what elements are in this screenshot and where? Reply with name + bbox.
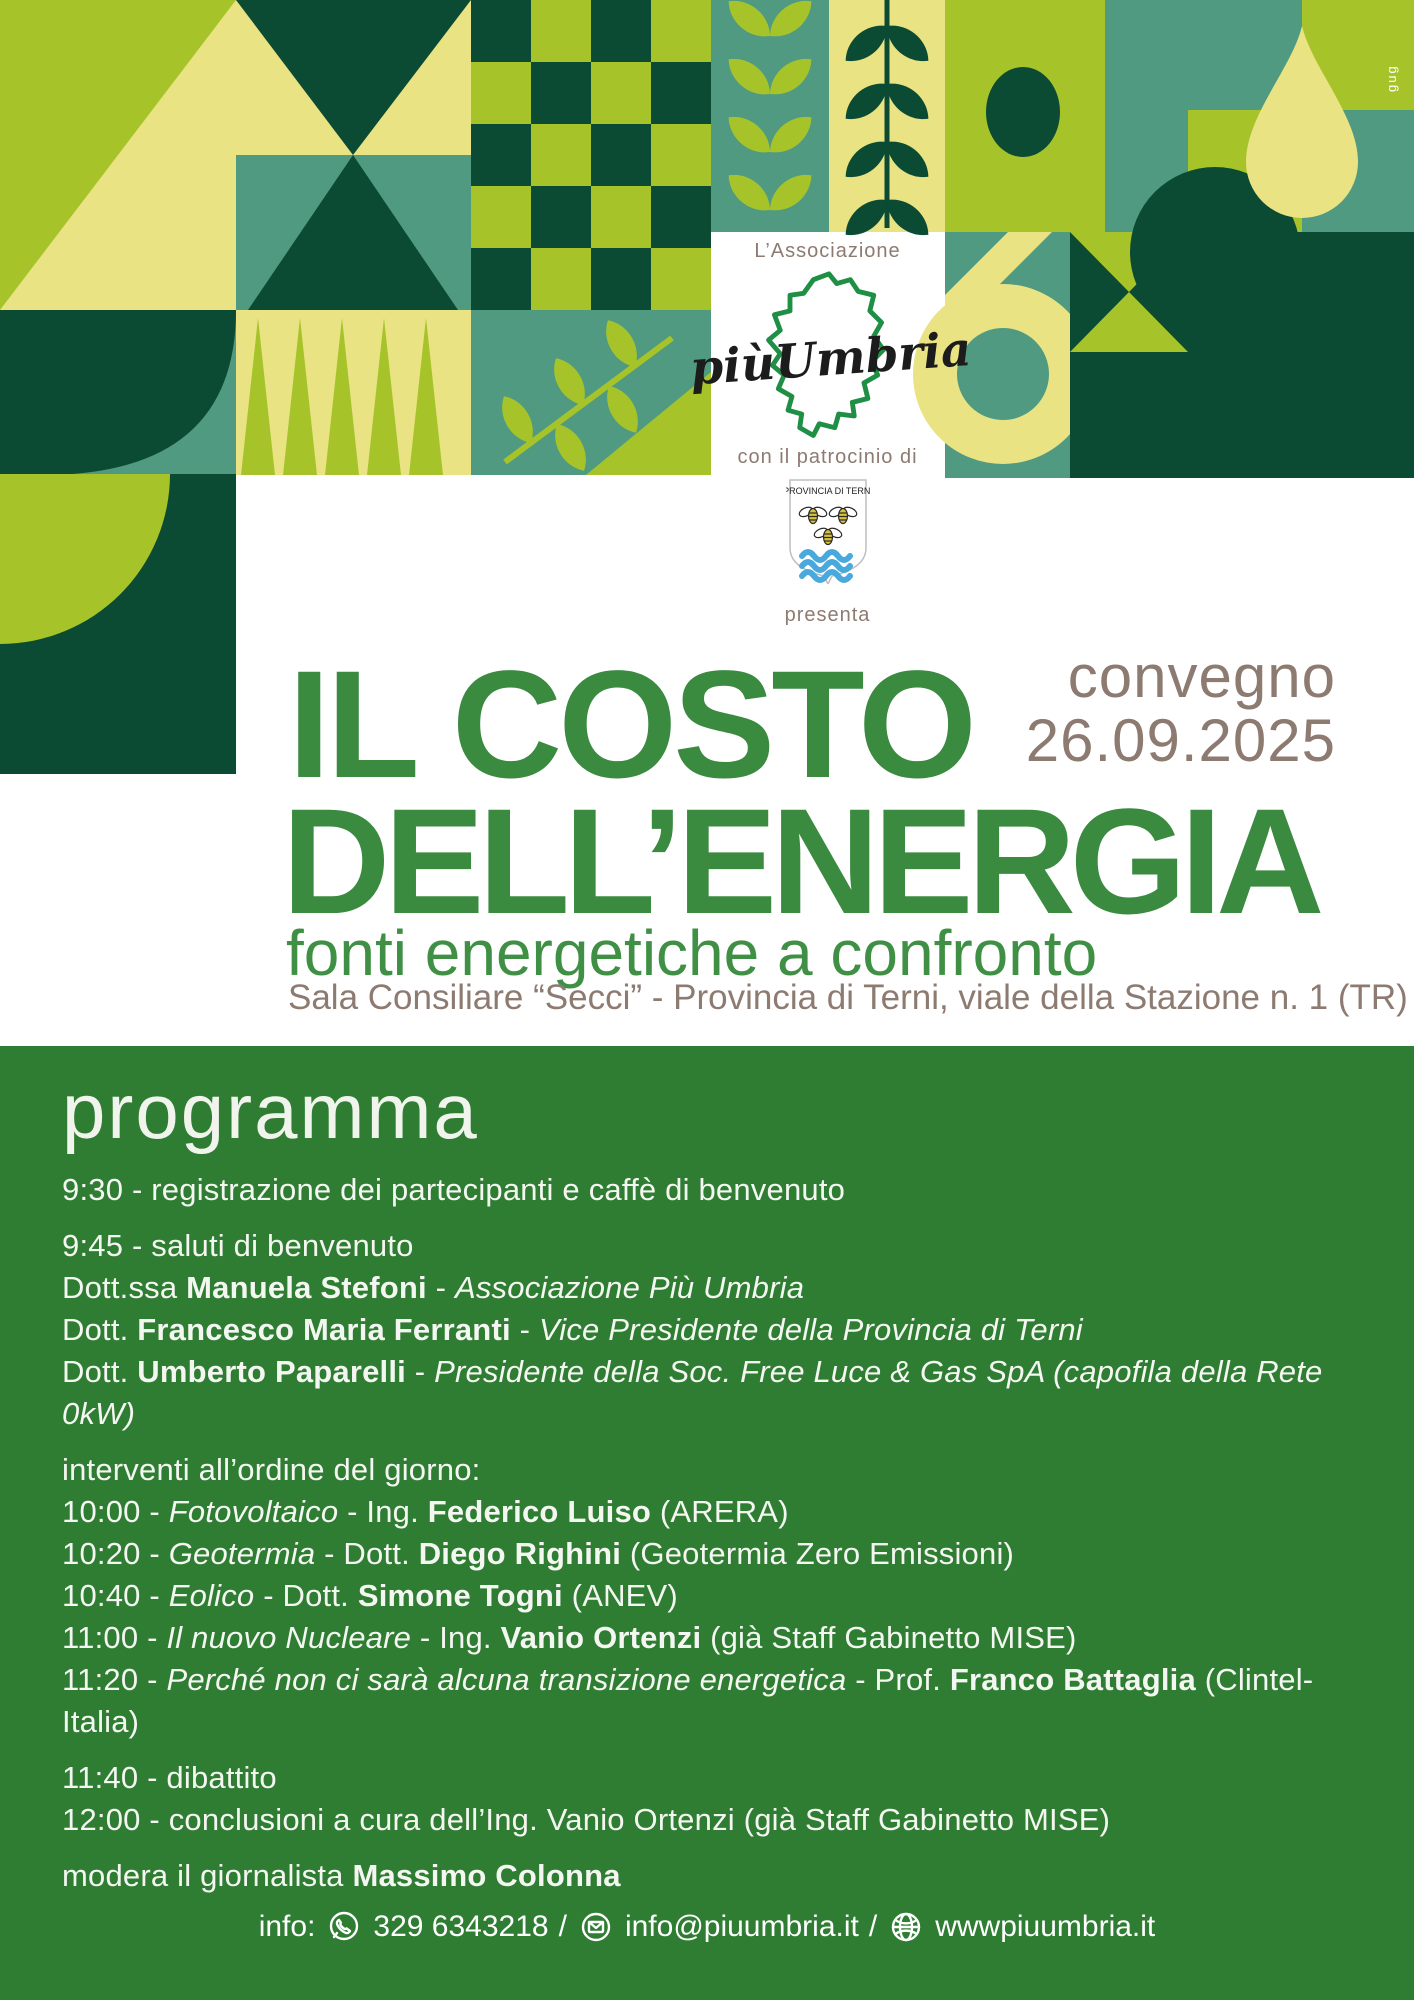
program-text-run: - Prof. [846, 1662, 950, 1698]
bee-icon [828, 506, 858, 525]
program-group: 11:40 - dibattito 12:00 - conclusioni a c… [62, 1757, 1352, 1841]
program-text-run: 10:40 - [62, 1578, 169, 1614]
program-section: programma 9:30 - registrazione dei parte… [0, 1046, 1414, 2000]
program-text-run: Il nuovo Nucleare [166, 1620, 412, 1656]
tile-leaf-columns [711, 0, 945, 244]
tile-rounded-corner [0, 310, 236, 475]
tile-grass [236, 310, 471, 475]
footer-separator: / [868, 1910, 878, 1943]
program-group: 9:30 - registrazione dei partecipanti e … [62, 1169, 1352, 1211]
program-text-run: Simone Togni [357, 1578, 563, 1614]
program-groups: 9:30 - registrazione dei partecipanti e … [62, 1169, 1352, 1897]
program-text-run: Vanio Ortenzi [500, 1620, 702, 1656]
program-text-run: Manuela Stefoni [186, 1270, 427, 1306]
program-text-run: (già Staff Gabinetto MISE) [701, 1620, 1077, 1656]
event-type: convegno [1067, 643, 1336, 710]
program-text-run: Fotovoltaico [168, 1494, 339, 1530]
banner-credit-text: gug [1384, 64, 1399, 92]
title-line-1: IL COSTO [288, 639, 977, 810]
patronage-label: con il patrocinio di [737, 446, 918, 468]
tile-drop-corner: gug [1130, 0, 1414, 478]
program-text-run: - [405, 1354, 435, 1390]
program-text-run: - [426, 1270, 455, 1306]
program-text-run: (ARERA) [651, 1494, 789, 1530]
tile-hourglass [236, 0, 471, 310]
bee-icon [813, 527, 843, 546]
footer-contact: info: 329 6343218 / info@piuumbria.it / … [0, 1908, 1414, 1946]
program-text-run: - Dott. [315, 1536, 419, 1572]
program-text-run: Associazione Più Umbria [454, 1270, 805, 1306]
program-heading: programma [62, 1067, 479, 1155]
program-text-run: (Clintel-Italia) [62, 1662, 1314, 1740]
globe-icon [892, 1912, 921, 1942]
emblem-title: PROVINCIA DI TERNI [786, 486, 870, 496]
program-text-run: Dott. [62, 1312, 138, 1348]
program-text-run: Dott.ssa [62, 1270, 187, 1306]
footer-website: wwwpiuumbria.it [935, 1910, 1156, 1943]
program-text-run: Dott. [62, 1354, 138, 1390]
program-text-run: modera il giornalista [62, 1858, 353, 1894]
tile-diagonal [0, 0, 236, 310]
mail-icon [581, 1912, 611, 1942]
program-text-run: - Dott. [254, 1578, 358, 1614]
program-text-run: Francesco Maria Ferranti [137, 1312, 511, 1348]
umbria-map-icon [766, 271, 886, 438]
program-text-run: (ANEV) [562, 1578, 678, 1614]
program-group: 9:45 - saluti di benvenuto Dott.ssa Manue… [62, 1225, 1352, 1435]
program-text-run: Umberto Paparelli [137, 1354, 406, 1390]
program-group: interventi all’ordine del giorno: 10:00 -… [62, 1449, 1352, 1743]
program-text-run: - [510, 1312, 539, 1348]
presents-label: presenta [784, 604, 871, 626]
program-text-run: Perché non ci sarà alcuna transizione en… [166, 1662, 847, 1698]
waves-icon [799, 549, 853, 583]
tile-quarter-disc [0, 474, 236, 774]
program-text-run: Massimo Colonna [352, 1858, 621, 1894]
program-text-run: 11:00 - [62, 1620, 167, 1656]
title-line-2: DELL’ENERGIA [282, 777, 1324, 945]
program-text-run: 10:20 - [62, 1536, 169, 1572]
footer-separator: / [558, 1910, 567, 1943]
event-date: 26.09.2025 [1025, 707, 1336, 774]
program-text-run: Diego Righini [418, 1536, 622, 1572]
program-text-run: 9:45 - saluti di benvenuto [62, 1228, 414, 1264]
footer-phone: 329 6343218 [373, 1910, 549, 1943]
program-text-run: Geotermia [168, 1536, 316, 1572]
program-group: modera il giornalista Massimo Colonna [62, 1855, 1352, 1897]
tile-leaf-branch [471, 310, 711, 477]
program-text-run: Federico Luiso [427, 1494, 652, 1530]
program-text-run: 9:30 - registrazione dei partecipanti e … [62, 1172, 846, 1208]
bee-icon [798, 506, 828, 525]
program-text-run: 10:00 - [62, 1494, 169, 1530]
footer-info-label: info: [258, 1910, 316, 1943]
footer-email: info@piuumbria.it [624, 1910, 859, 1943]
tile-checkerboard [471, 0, 711, 310]
event-info: convegno 26.09.2025 [1026, 645, 1336, 773]
program-text-run: - Ing. [338, 1494, 428, 1530]
program-text-run: 12:00 - conclusioni a cura dell’Ing. Van… [62, 1802, 1111, 1838]
venue-line: Sala Consiliare “Secci” - Provincia di T… [288, 978, 1408, 1017]
drop-icon [1246, 26, 1358, 218]
program-text-run: 11:40 - dibattito [62, 1760, 277, 1796]
dark-disc [1130, 167, 1300, 337]
program-text-run: Franco Battaglia [949, 1662, 1196, 1698]
piuumbria-logo [717, 268, 937, 453]
program-text-run: Presidente della Soc. Free Luce & Gas Sp… [62, 1354, 1323, 1432]
association-label: L’Associazione [754, 240, 901, 262]
program-text-run: Eolico [168, 1578, 255, 1614]
program-text-run: 11:20 - [62, 1662, 167, 1698]
subtitle: fonti energetiche a confronto [286, 917, 1098, 989]
program-text-run: (Geotermia Zero Emissioni) [621, 1536, 1015, 1572]
phone-icon [330, 1911, 359, 1941]
provincia-terni-emblem: PROVINCIA DI TERNI [783, 468, 873, 599]
program-text-run: Vice Presidente della Provincia di Terni [538, 1312, 1083, 1348]
banner-pattern: gug [0, 0, 1414, 774]
program-text-run: - Ing. [411, 1620, 501, 1656]
program-text-run: interventi all’ordine del giorno: [62, 1452, 481, 1488]
